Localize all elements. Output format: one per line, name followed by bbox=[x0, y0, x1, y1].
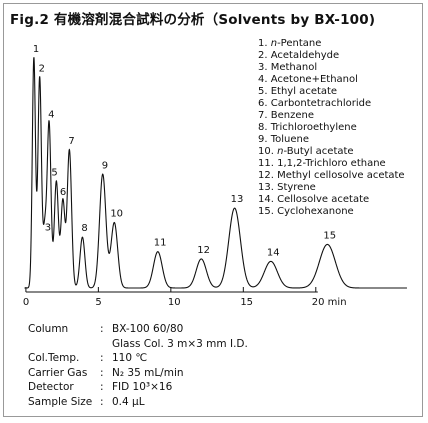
legend-item-9: 9. Toluene bbox=[258, 134, 405, 146]
legend-item-1: 1. n-Pentane bbox=[258, 38, 405, 50]
legend-name: -Butyl acetate bbox=[283, 146, 354, 157]
legend-name: Methanol bbox=[270, 62, 318, 73]
legend-number: 8. bbox=[258, 122, 271, 133]
legend-number: 10. bbox=[258, 146, 278, 157]
legend-item-2: 2. Acetaldehyde bbox=[258, 50, 405, 62]
figure-frame bbox=[3, 3, 423, 417]
analysis-conditions: Column: BX-100 60/80 Glass Col. 3 m×3 mm I… bbox=[28, 322, 248, 409]
condition-row-4: Detector: FID 10³×16 bbox=[28, 380, 248, 395]
condition-row-3: Carrier Gas: N₂ 35 mL/min bbox=[28, 366, 248, 381]
legend-number: 12. bbox=[258, 170, 278, 181]
peak-label-8: 8 bbox=[81, 223, 87, 234]
peak-label-4: 4 bbox=[48, 109, 54, 120]
legend-item-3: 3. Methanol bbox=[258, 62, 405, 74]
condition-value: 110 ℃ bbox=[112, 352, 148, 364]
peak-label-5: 5 bbox=[51, 168, 57, 179]
condition-label: Detector bbox=[28, 381, 74, 393]
legend-name: -Pentane bbox=[277, 38, 322, 49]
legend-number: 4. bbox=[258, 74, 271, 85]
condition-value: N₂ 35 mL/min bbox=[112, 366, 184, 379]
legend-number: 5. bbox=[258, 86, 271, 97]
x-axis-ticks: 0 5 10 15 20 min bbox=[23, 287, 347, 308]
legend-name: Ethyl acetate bbox=[270, 86, 338, 97]
legend-name: Styrene bbox=[277, 182, 316, 193]
chromatogram-trace bbox=[24, 57, 407, 289]
condition-colon: : bbox=[100, 381, 104, 393]
legend-name: Acetaldehyde bbox=[270, 50, 340, 61]
condition-label bbox=[28, 337, 100, 352]
peak-label-15: 15 bbox=[323, 230, 336, 241]
peak-label-10: 10 bbox=[110, 209, 123, 220]
legend-name: Methyl cellosolve acetate bbox=[277, 170, 405, 181]
peak-label-1: 1 bbox=[33, 44, 39, 55]
legend-item-6: 6. Carbontetrachloride bbox=[258, 98, 405, 110]
figure-title: Fig.2 有機溶剤混合試料の分析（Solvents by BX-100) bbox=[10, 12, 376, 28]
condition-value: BX-100 60/80 bbox=[112, 323, 184, 335]
legend-number: 9. bbox=[258, 134, 271, 145]
legend-number: 11. bbox=[258, 158, 278, 169]
peak-label-7: 7 bbox=[68, 136, 74, 147]
legend-name: Benzene bbox=[270, 110, 314, 121]
legend-number: 6. bbox=[258, 98, 271, 109]
peak-label-14: 14 bbox=[267, 247, 280, 258]
x-tick-label-2: 10 bbox=[168, 297, 181, 308]
peak-label-11: 11 bbox=[154, 238, 167, 249]
condition-row-2: Col.Temp.:110 ℃ bbox=[28, 351, 248, 366]
legend-item-15: 15. Cyclohexanone bbox=[258, 206, 405, 218]
condition-value: 0.4 μL bbox=[112, 395, 145, 408]
condition-row-0: Column: BX-100 60/80 bbox=[28, 322, 248, 337]
legend-number: 7. bbox=[258, 110, 271, 121]
condition-label: Carrier Gas bbox=[28, 366, 88, 379]
legend-item-11: 11. 1,1,2-Trichloro ethane bbox=[258, 158, 405, 170]
condition-label: Column bbox=[28, 323, 69, 335]
legend-name: Acetone+Ethanol bbox=[270, 74, 358, 85]
peak-label-6: 6 bbox=[60, 187, 66, 198]
legend-name: Toluene bbox=[270, 134, 310, 145]
legend-item-13: 13. Styrene bbox=[258, 182, 405, 194]
legend-number: 15. bbox=[258, 206, 278, 217]
legend-number: 3. bbox=[258, 62, 271, 73]
legend-name-prefix: n bbox=[277, 146, 284, 157]
condition-label: Col.Temp. bbox=[28, 352, 80, 364]
x-tick-label-1: 5 bbox=[95, 297, 101, 308]
legend-item-8: 8. Trichloroethylene bbox=[258, 122, 405, 134]
x-tick-label-0: 0 bbox=[23, 297, 29, 308]
x-tick-label-3: 15 bbox=[240, 297, 253, 308]
condition-colon: : bbox=[100, 352, 104, 364]
legend-name-prefix: n bbox=[270, 38, 278, 49]
x-tick-label-4: 20 min bbox=[312, 297, 347, 308]
condition-row-5: Sample Size:0.4 μL bbox=[28, 395, 248, 410]
legend-number: 13. bbox=[258, 182, 278, 193]
peak-label-13: 13 bbox=[231, 194, 244, 205]
legend-number: 2. bbox=[258, 50, 271, 61]
condition-colon: : bbox=[100, 323, 104, 335]
legend-number: 1. bbox=[258, 38, 271, 49]
legend-item-12: 12. Methyl cellosolve acetate bbox=[258, 170, 405, 182]
condition-value: Glass Col. 3 m×3 mm I.D. bbox=[112, 337, 248, 350]
legend-name: Cellosolve acetate bbox=[277, 194, 370, 205]
legend-number: 14. bbox=[258, 194, 278, 205]
condition-value: FID 10³×16 bbox=[112, 381, 173, 393]
legend-name: Carbontetrachloride bbox=[270, 98, 372, 109]
peak-label-9: 9 bbox=[102, 160, 108, 171]
condition-row-1: Glass Col. 3 m×3 mm I.D. bbox=[28, 337, 248, 352]
legend-item-5: 5. Ethyl acetate bbox=[258, 86, 405, 98]
peak-label-3: 3 bbox=[45, 222, 51, 233]
peak-label-12: 12 bbox=[197, 245, 210, 256]
legend-item-14: 14. Cellosolve acetate bbox=[258, 194, 405, 206]
legend-item-4: 4. Acetone+Ethanol bbox=[258, 74, 405, 86]
condition-colon: : bbox=[100, 395, 104, 408]
legend-item-10: 10. n-Butyl acetate bbox=[258, 146, 405, 158]
legend-name: Trichloroethylene bbox=[270, 122, 357, 133]
peak-legend: 1. n-Pentane 2. Acetaldehyde 3. Methanol 4.… bbox=[258, 38, 405, 218]
peak-label-2: 2 bbox=[39, 63, 45, 74]
condition-colon bbox=[100, 337, 112, 352]
legend-item-7: 7. Benzene bbox=[258, 110, 405, 122]
legend-name: Cyclohexanone bbox=[277, 206, 354, 217]
condition-label: Sample Size bbox=[28, 395, 93, 408]
condition-colon: : bbox=[100, 366, 104, 379]
legend-name: 1,1,2-Trichloro ethane bbox=[277, 158, 386, 169]
